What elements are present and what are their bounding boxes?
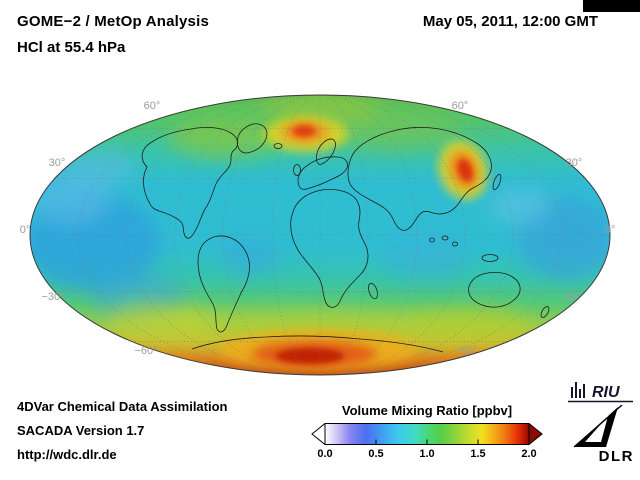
hotspot-northeast-asia bbox=[438, 140, 488, 200]
lat-label-left-60: 60° bbox=[143, 100, 161, 112]
lat-label-right-m30: −30° bbox=[558, 291, 582, 303]
lat-label-right-30: 30° bbox=[565, 157, 583, 169]
colorbar-tick-4: 2.0 bbox=[521, 448, 537, 460]
map-low-value-patches bbox=[30, 150, 610, 322]
map-northern-band bbox=[170, 96, 460, 158]
top-right-black-bar bbox=[583, 0, 640, 12]
lat-label-left-30: 30° bbox=[48, 157, 66, 169]
colorbar bbox=[311, 423, 543, 445]
lat-label-right-m60: −60° bbox=[454, 345, 478, 357]
colorbar-tick-marks bbox=[375, 439, 479, 445]
title-line2: HCl at 55.4 hPa bbox=[17, 39, 126, 56]
riu-logo: RIU bbox=[568, 382, 633, 403]
riu-logo-text: RIU bbox=[592, 384, 620, 401]
riu-logo-bars-icon bbox=[571, 382, 585, 398]
footer-version-label: SACADA Version 1.7 bbox=[17, 423, 145, 438]
colorbar-arrow-left bbox=[311, 423, 326, 445]
colorbar-tick-2: 1.0 bbox=[419, 448, 435, 460]
datetime-label: May 05, 2011, 12:00 GMT bbox=[422, 13, 598, 30]
colorbar-arrow-right bbox=[528, 423, 543, 445]
lat-label-left-m30: −30° bbox=[41, 291, 65, 303]
footer-assimilation-label: 4DVar Chemical Data Assimilation bbox=[17, 399, 228, 414]
colorbar-tick-1: 0.5 bbox=[368, 448, 384, 460]
continent-outlines bbox=[141, 123, 550, 353]
colorbar-tick-3: 1.5 bbox=[470, 448, 486, 460]
map-boundary-ellipse bbox=[29, 94, 611, 376]
lat-label-right-60: 60° bbox=[451, 100, 469, 112]
dlr-logo-icon bbox=[573, 405, 623, 448]
hotspot-scandinavia bbox=[264, 116, 348, 152]
lat-label-left-m60: −60° bbox=[134, 345, 158, 357]
colorbar-title: Volume Mixing Ratio [ppbv] bbox=[341, 403, 513, 418]
footer-url-label: http://wdc.dlr.de bbox=[17, 447, 117, 462]
lat-label-right-0: 0° bbox=[604, 224, 616, 236]
title-line1: GOME−2 / MetOp Analysis bbox=[17, 13, 210, 30]
dlr-logo-text: DLR bbox=[598, 448, 634, 465]
lat-label-left-0: 0° bbox=[19, 224, 31, 236]
colorbar-tick-0: 0.0 bbox=[317, 448, 333, 460]
